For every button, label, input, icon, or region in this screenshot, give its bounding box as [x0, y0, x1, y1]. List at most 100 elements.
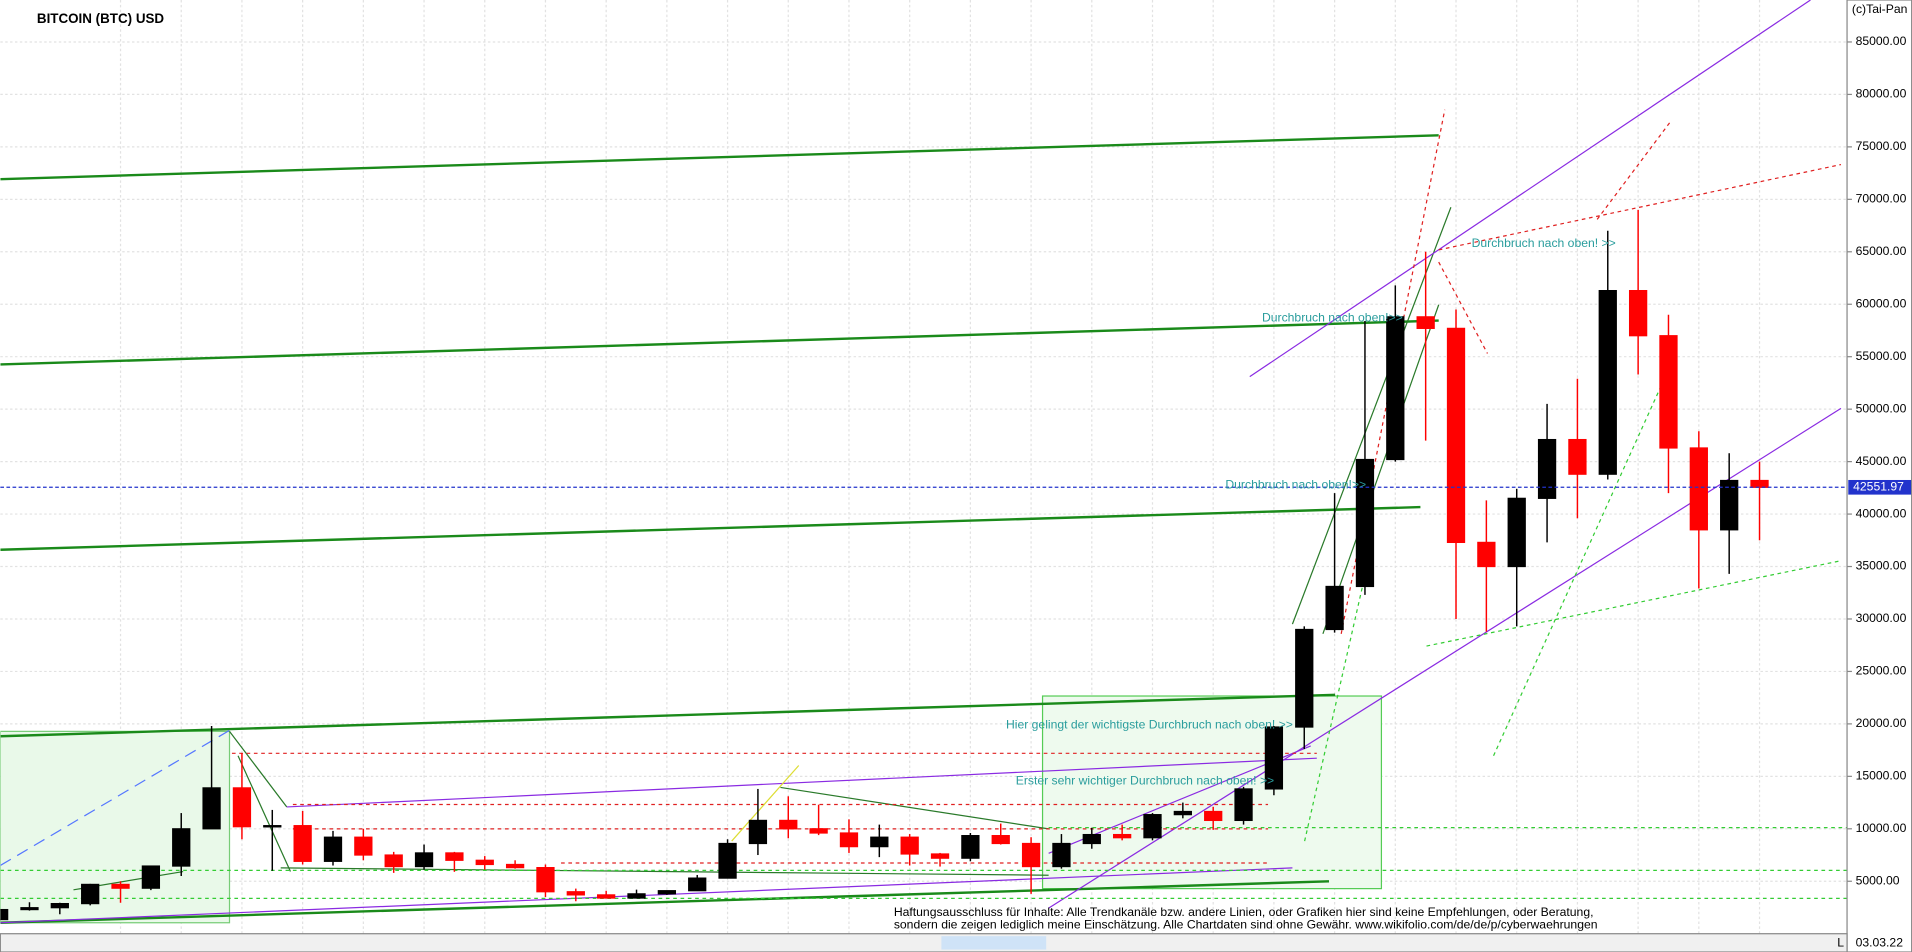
- annotation: Hier gelingt der wichtigste Durchbruch n…: [1006, 717, 1293, 731]
- candle-body: [930, 853, 950, 859]
- candle-body: [172, 828, 191, 867]
- y-tick-label: 40000.00: [1856, 506, 1907, 520]
- candle-body: [0, 908, 9, 921]
- y-tick-label: 10000.00: [1856, 821, 1907, 835]
- candles: [0, 209, 1769, 921]
- candle-body: [657, 890, 677, 895]
- annotation: Durchbruch nach oben! >>: [1472, 236, 1616, 250]
- trendline: [0, 134, 1439, 181]
- candle-body: [536, 867, 555, 893]
- candle-body: [111, 883, 130, 889]
- candle-body: [1021, 842, 1041, 868]
- trendline: [731, 765, 800, 842]
- x-axis-frame: [0, 933, 1848, 952]
- trendline: [1438, 261, 1488, 354]
- trendline: [229, 731, 288, 808]
- drawings: [0, 0, 1848, 924]
- candle-body: [445, 852, 464, 861]
- candle-body: [20, 907, 39, 911]
- candle-body: [1143, 814, 1162, 839]
- candle-body: [1507, 497, 1526, 568]
- candle-body: [748, 819, 768, 845]
- last-price-box: [1848, 479, 1912, 495]
- trendline: [0, 319, 1439, 366]
- candle-body: [1204, 810, 1223, 822]
- y-tick-label: 55000.00: [1856, 349, 1907, 363]
- disclaimer: sondern die zeigen lediglich meine Einsc…: [894, 917, 1598, 931]
- candle-body: [1537, 438, 1557, 499]
- candle-body: [1659, 335, 1678, 449]
- trendline: [237, 755, 292, 872]
- trendline: [1322, 304, 1440, 635]
- candle-body: [1386, 316, 1405, 461]
- zone: [0, 730, 231, 924]
- candle-body: [688, 877, 707, 892]
- trendline: [0, 728, 233, 866]
- y-tick-label: 45000.00: [1856, 454, 1907, 468]
- credit: (c)Tai-Pan: [1852, 2, 1907, 16]
- candle-body: [1173, 810, 1192, 816]
- candle-body: [232, 787, 252, 828]
- candle-body: [809, 828, 828, 834]
- zone: [1041, 695, 1383, 890]
- candle-body: [1750, 479, 1769, 488]
- date-label: 03.03.22: [1856, 936, 1904, 950]
- x-axis-highlight: [941, 936, 1047, 950]
- disclaimer: Haftungsausschluss für Inhalte: Alle Tre…: [894, 905, 1594, 919]
- y-tick-label: 80000.00: [1856, 87, 1907, 101]
- trendline: [1291, 207, 1452, 625]
- candle-body: [263, 825, 282, 828]
- trendline: [280, 867, 1049, 876]
- candle-body: [1325, 585, 1344, 631]
- chart-title: BITCOIN (BTC) USD: [37, 11, 165, 26]
- candle-body: [991, 835, 1010, 845]
- candle-body: [961, 835, 980, 859]
- candle-body: [839, 832, 859, 848]
- trendline: [0, 867, 1293, 924]
- candle-body: [627, 893, 646, 899]
- candle-body: [779, 819, 798, 830]
- candle-body: [505, 863, 525, 869]
- trendline: [1596, 121, 1671, 220]
- candle-body: [1355, 458, 1375, 588]
- y-tick-label: 25000.00: [1856, 664, 1907, 678]
- y-tick-label: 35000.00: [1856, 559, 1907, 573]
- trendline: [780, 786, 1049, 830]
- last-price-label: 42551.97: [1853, 480, 1904, 494]
- candle-body: [566, 891, 585, 896]
- candle-body: [1598, 289, 1617, 475]
- candle-body: [50, 902, 69, 909]
- candle-body: [1689, 447, 1708, 531]
- candle-body: [1477, 541, 1496, 568]
- trendline: [1438, 163, 1842, 251]
- candle-body: [81, 883, 100, 905]
- candle-body: [900, 836, 919, 855]
- candle-body: [1295, 628, 1314, 728]
- candle-body: [597, 894, 616, 899]
- candle-body: [323, 836, 343, 862]
- y-tick-label: 5000.00: [1856, 873, 1900, 887]
- candle-body: [718, 842, 737, 879]
- annotation: Durchbruch nach oben!>>: [1225, 477, 1366, 491]
- candle-body: [870, 836, 889, 848]
- y-tick-label: 70000.00: [1856, 192, 1907, 206]
- trendline: [1304, 572, 1367, 842]
- candle-body: [475, 859, 494, 866]
- y-tick-label: 15000.00: [1856, 769, 1907, 783]
- candle-body: [384, 854, 403, 868]
- candle-body: [1264, 726, 1284, 790]
- corner-label: L: [1837, 936, 1844, 950]
- y-tick-label: 50000.00: [1856, 401, 1907, 415]
- y-tick-label: 20000.00: [1856, 716, 1907, 730]
- candle-body: [1113, 833, 1132, 839]
- trendline: [0, 880, 1330, 924]
- candle-body: [202, 787, 221, 830]
- y-tick-label: 65000.00: [1856, 244, 1907, 258]
- y-tick-label: 60000.00: [1856, 296, 1907, 310]
- candle-body: [293, 825, 312, 862]
- candle-body: [354, 836, 373, 856]
- trendline: [1249, 0, 1811, 378]
- trendline: [1493, 365, 1671, 757]
- trendline: [0, 693, 1336, 738]
